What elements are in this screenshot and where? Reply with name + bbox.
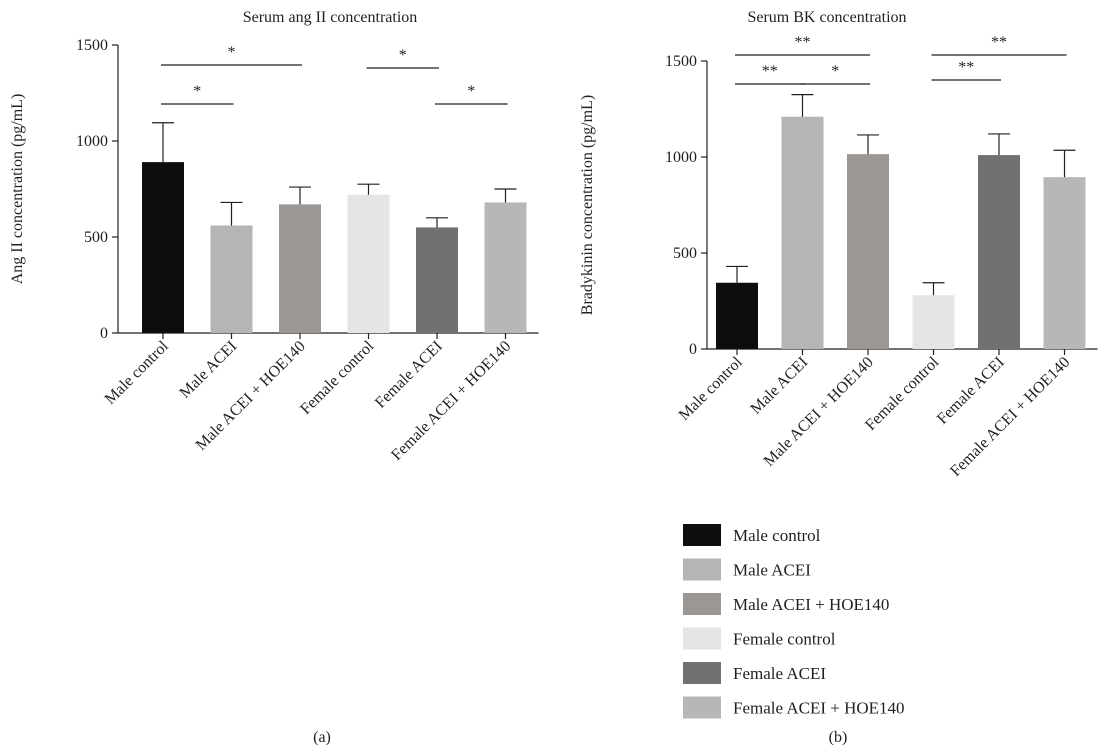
x-tick-label: Female ACEI xyxy=(372,338,446,412)
significance-label: ** xyxy=(762,63,778,80)
legend-label: Male ACEI xyxy=(733,561,811,580)
chart-title: Serum BK concentration xyxy=(747,9,906,26)
legend-swatch xyxy=(683,593,721,615)
significance-label: * xyxy=(399,47,407,64)
x-tick-label: Female ACEI + HOE140 xyxy=(388,338,514,464)
significance-label: ** xyxy=(795,34,811,51)
bar xyxy=(716,282,758,349)
x-tick-label: Male control xyxy=(676,353,747,424)
chart-title: Serum ang II concentration xyxy=(243,9,418,26)
significance-label: ** xyxy=(991,34,1007,51)
bar xyxy=(347,194,390,333)
bar xyxy=(210,225,253,333)
y-tick-label: 0 xyxy=(100,325,108,342)
y-tick-label: 1000 xyxy=(665,149,697,166)
y-tick-label: 1500 xyxy=(76,37,108,54)
legend-label: Female control xyxy=(733,630,836,649)
panel-label: (a) xyxy=(313,729,331,746)
legend-label: Male control xyxy=(733,526,821,545)
x-tick-label: Female ACEI + HOE140 xyxy=(947,354,1073,480)
legend-label: Female ACEI xyxy=(733,664,826,683)
legend-swatch xyxy=(683,524,721,546)
y-tick-label: 500 xyxy=(84,229,108,246)
y-tick-label: 1000 xyxy=(76,133,108,150)
panel-b: Serum BK concentration 0 500 1000 1500 Bradyk… xyxy=(579,9,1098,746)
bar xyxy=(279,204,321,333)
significance-label: * xyxy=(467,83,475,100)
bar xyxy=(978,155,1020,349)
legend-label: Male ACEI + HOE140 xyxy=(733,595,889,614)
x-tick-label: Female control xyxy=(297,337,378,418)
panel-label: (b) xyxy=(829,729,848,746)
bar xyxy=(912,295,955,349)
bar xyxy=(1043,177,1086,349)
significance-label: * xyxy=(228,44,236,61)
y-tick-label: 0 xyxy=(689,341,697,358)
significance-label: ** xyxy=(958,59,974,76)
legend-label: Female ACEI + HOE140 xyxy=(733,699,905,718)
bar xyxy=(416,227,458,333)
panel-a: Serum ang II concentration 0 500 1000 1500 An… xyxy=(9,9,539,746)
y-tick-label: 500 xyxy=(673,245,697,262)
y-axis-label: Bradykinin concentration (pg/mL) xyxy=(579,95,596,315)
x-tick-label: Male ACEI + HOE140 xyxy=(761,354,877,470)
x-tick-label: Male ACEI xyxy=(176,338,240,402)
bar xyxy=(484,202,527,333)
significance-label: * xyxy=(193,83,201,100)
legend: Male control Male ACEI Male ACEI + HOE140 F… xyxy=(683,524,905,719)
legend-swatch xyxy=(683,696,721,719)
x-tick-label: Male ACEI xyxy=(747,354,811,418)
y-axis-label: Ang II concentration (pg/mL) xyxy=(9,94,26,285)
bar xyxy=(142,162,184,333)
legend-swatch xyxy=(683,627,721,650)
significance-label: * xyxy=(831,63,839,80)
y-tick-label: 1500 xyxy=(665,53,697,70)
legend-swatch xyxy=(683,662,721,684)
x-tick-label: Female ACEI xyxy=(934,354,1008,428)
bar xyxy=(781,116,824,350)
legend-swatch xyxy=(683,558,721,581)
bar xyxy=(847,154,889,349)
x-tick-label: Male control xyxy=(102,337,173,408)
